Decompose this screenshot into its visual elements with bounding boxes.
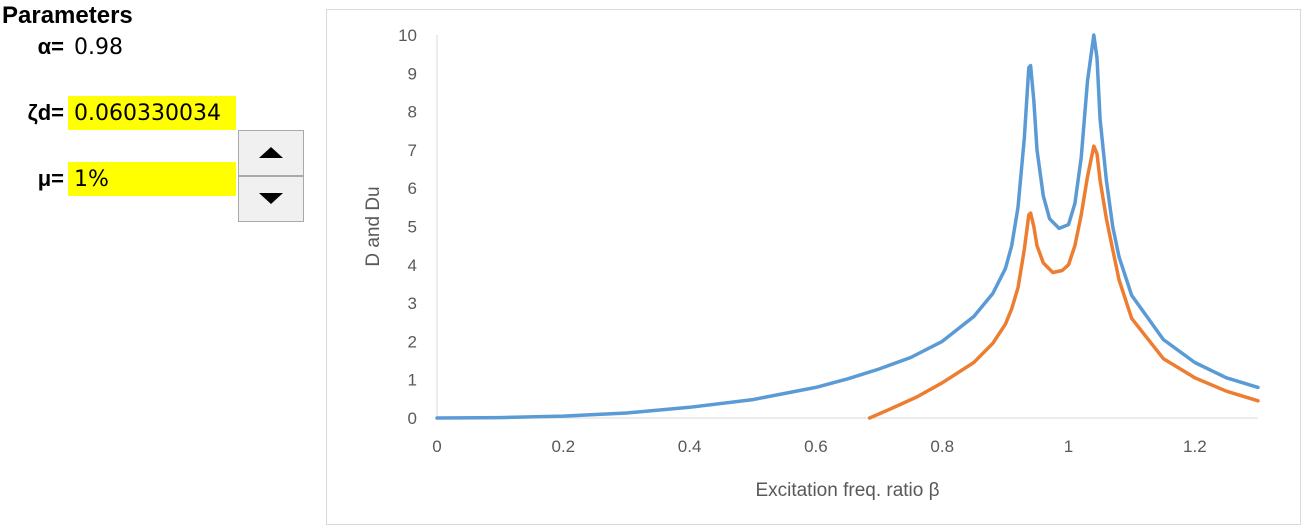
x-tick-label: 0.8 [930,437,954,456]
x-tick-label: 0 [432,437,441,456]
y-tick-label: 4 [408,256,417,275]
series-group [435,33,1260,420]
y-tick-label: 8 [408,103,417,122]
parameters-title: Parameters [2,2,133,29]
x-tick-label: 1.2 [1183,437,1207,456]
y-tick-label: 10 [398,26,417,45]
y-tick-label: 3 [408,294,417,313]
zeta-value-cell[interactable]: 0.060330034 [68,96,236,130]
triangle-down-icon [259,193,283,204]
zeta-label: ζd= [27,100,64,125]
y-tick-label: 6 [408,179,417,198]
series-line-2 [867,144,1260,420]
alpha-label: α= [37,34,64,59]
spin-up-button[interactable] [239,131,303,177]
y-tick-label: 7 [408,141,417,160]
y-tick-label: 5 [408,218,417,237]
y-tick-label: 0 [408,409,417,428]
y-tick-label: 1 [408,371,417,390]
series-line-1 [435,33,1260,420]
mu-spinner[interactable] [238,130,304,222]
y-axis-title: D and Du [363,186,384,266]
alpha-value: 0.98 [74,35,123,60]
spin-down-button[interactable] [239,177,303,221]
y-tick-label: 2 [408,332,417,351]
mu-label: μ= [37,166,64,191]
y-tick-label: 9 [408,64,417,83]
x-axis-title: Excitation freq. ratio β [755,480,939,501]
chart-svg: 0 1 2 3 4 5 6 7 8 9 10 0 0.2 0.4 0.6 0.8 1 1.2 Excitatio… [363,26,1260,501]
x-tick-label: 0.4 [678,437,702,456]
triangle-up-icon [259,147,283,158]
x-tick-labels: 0 0.2 0.4 0.6 0.8 1 1.2 [432,437,1206,456]
y-tick-labels: 0 1 2 3 4 5 6 7 8 9 10 [398,26,417,428]
x-tick-label: 0.6 [804,437,828,456]
x-tick-label: 1 [1064,437,1073,456]
x-tick-label: 0.2 [551,437,575,456]
chart-area: 0 1 2 3 4 5 6 7 8 9 10 0 0.2 0.4 0.6 0.8 1 1.2 Excitatio… [326,9,1301,525]
mu-value-cell[interactable]: 1% [68,162,236,196]
